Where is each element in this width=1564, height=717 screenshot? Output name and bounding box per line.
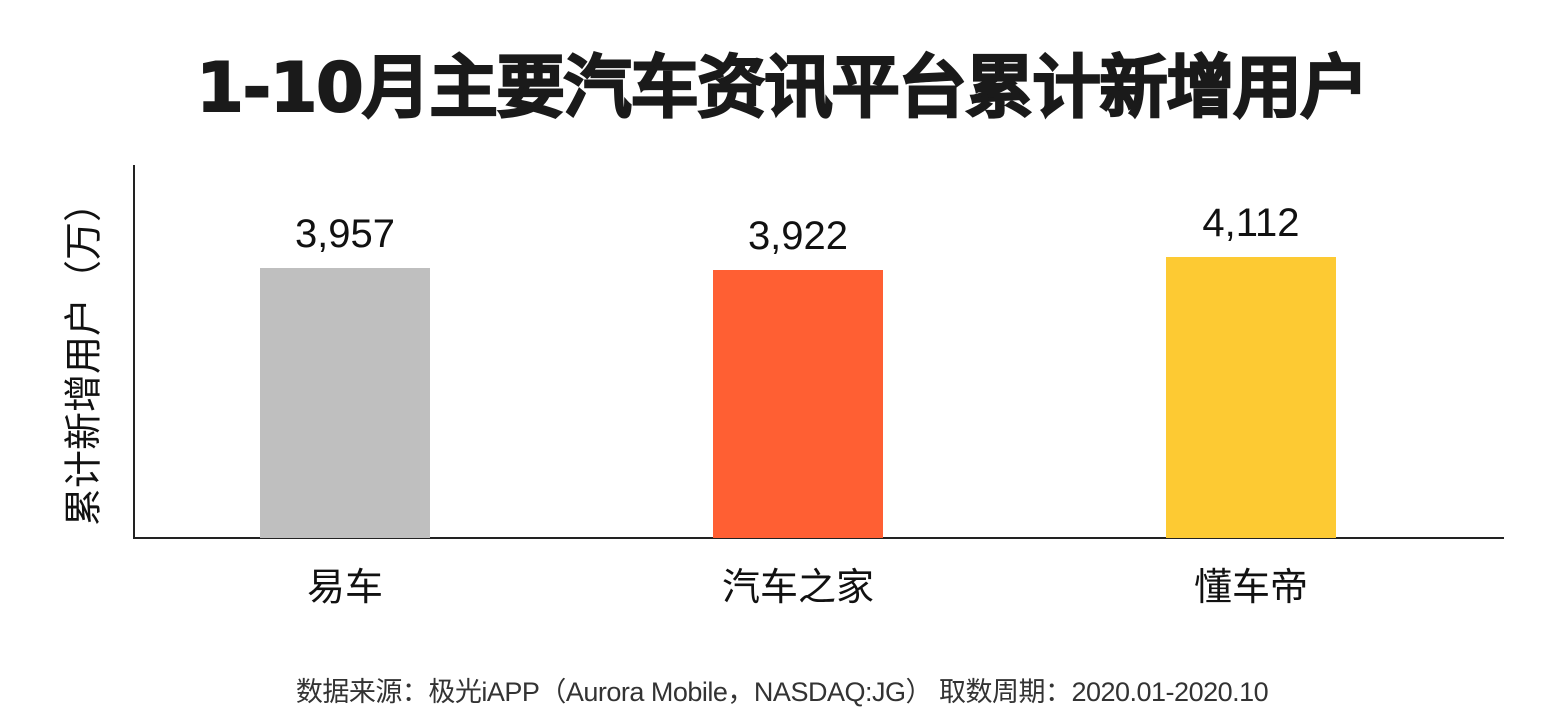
bar-yiche bbox=[260, 268, 430, 538]
y-axis-line bbox=[133, 165, 135, 539]
value-label-dongchedi: 4,112 bbox=[1202, 201, 1300, 245]
category-label-yiche: 易车 bbox=[306, 565, 383, 609]
category-label-autohome: 汽车之家 bbox=[721, 565, 874, 609]
bar-dongchedi bbox=[1166, 257, 1336, 538]
value-label-yiche: 3,957 bbox=[294, 212, 396, 256]
x-axis-line bbox=[133, 537, 1504, 539]
y-axis-label: 累计新增用户（万） bbox=[50, 165, 110, 545]
data-source-note: 数据来源：极光iAPP（Aurora Mobile，NASDAQ:JG） 取数周… bbox=[295, 677, 1269, 707]
value-label-autohome: 3,922 bbox=[747, 214, 849, 258]
y-axis-label-text: 累计新增用户（万） bbox=[61, 183, 106, 527]
chart-title: 1-10月主要汽车资讯平台累计新增用户 bbox=[195, 48, 1369, 129]
category-label-dongchedi: 懂车帝 bbox=[1193, 565, 1308, 609]
bar-autohome bbox=[713, 270, 883, 538]
